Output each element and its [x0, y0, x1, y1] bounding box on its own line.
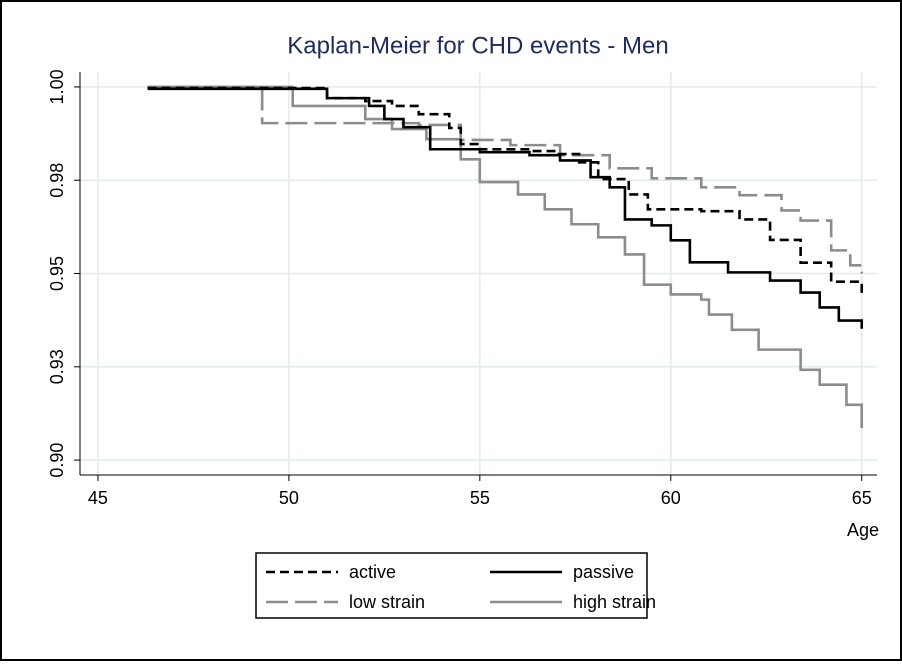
legend-box: [255, 552, 648, 619]
legend-label: active: [349, 562, 396, 582]
survival-line: [147, 87, 864, 329]
survival-line: [147, 85, 864, 274]
legend-label: passive: [573, 562, 634, 582]
legend-label: low strain: [349, 592, 425, 612]
chart-title: Kaplan-Meier for CHD events - Men: [287, 32, 668, 59]
x-tick-label: 60: [661, 488, 681, 508]
y-tick-label: 0.93: [47, 349, 67, 384]
y-tick-label: 1.00: [47, 69, 67, 104]
x-tick-label: 50: [279, 488, 299, 508]
survival-line: [147, 86, 864, 296]
x-axis-label: Age: [847, 520, 879, 540]
y-tick-label: 0.95: [47, 256, 67, 291]
x-tick-label: 45: [88, 488, 108, 508]
legend-label: high strain: [573, 592, 656, 612]
x-tick-label: 65: [852, 488, 872, 508]
x-tick-label: 55: [470, 488, 490, 508]
y-tick-label: 0.90: [47, 443, 67, 478]
survival-line: [147, 85, 864, 428]
y-tick-label: 0.98: [47, 163, 67, 198]
